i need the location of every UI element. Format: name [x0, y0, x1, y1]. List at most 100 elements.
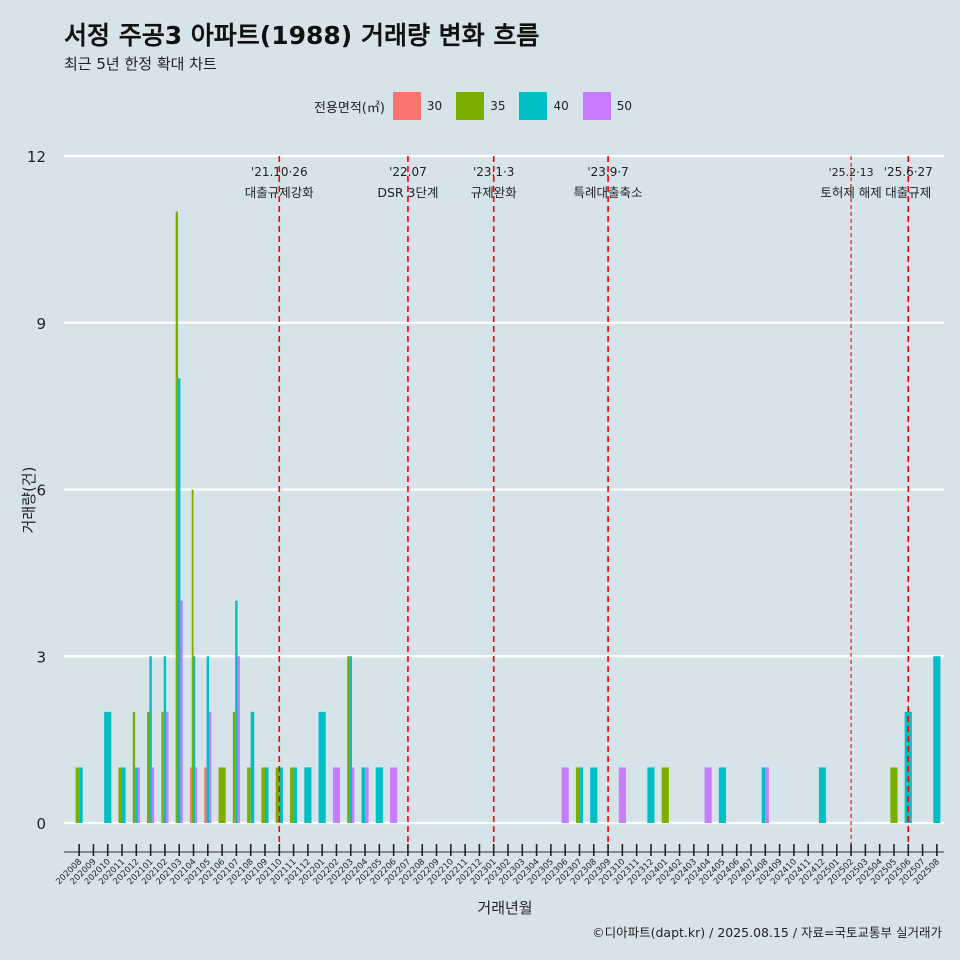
bar-40-202012	[135, 767, 138, 823]
bar-50-202107	[237, 656, 240, 823]
y-tick-label: 3	[36, 648, 46, 666]
bar-35-202108	[247, 767, 251, 823]
event-label-1: DSR 3단계	[377, 185, 438, 200]
bar-35-202505	[890, 767, 898, 823]
bar-40-202102	[163, 656, 167, 823]
y-axis-label: 거래량(건)	[20, 467, 38, 534]
event-date-0: '21.10·26	[251, 165, 308, 179]
bar-35-202110	[275, 767, 280, 823]
event-date-5: '25.6·27	[884, 165, 933, 179]
bar-30-202105	[204, 767, 207, 823]
bar-40-202405	[718, 767, 726, 823]
bar-50-202203	[351, 767, 355, 823]
bar-50-202202	[332, 767, 341, 823]
legend-key-50	[582, 92, 611, 120]
y-axis: 0 3 6 9 12	[27, 148, 46, 833]
source-caption: ©디아파트(dapt.kr) / 2025.08.15 / 자료=국토교통부 실…	[592, 925, 942, 940]
legend-label-50: 50	[616, 99, 633, 113]
bar-40-202203	[349, 656, 352, 823]
bar-40-202104	[193, 656, 196, 823]
bar-40-202205	[375, 767, 383, 823]
bar-40-202204	[361, 767, 366, 823]
bar-50-202012	[137, 767, 140, 823]
event-date-2: '23.1·3	[473, 165, 514, 179]
bar-50-202104	[195, 767, 198, 823]
bar-40-202111	[293, 767, 298, 823]
bar-50-202105	[208, 711, 212, 823]
event-date-4: '25.2·13	[829, 166, 874, 179]
bar-40-202103	[178, 378, 181, 823]
legend-key-30	[392, 92, 421, 120]
y-tick-label: 6	[36, 482, 46, 500]
bar-50-202206	[390, 767, 398, 823]
legend-item-35: 35	[456, 92, 505, 120]
bar-35-202203	[347, 656, 350, 823]
legend-item-40: 40	[519, 92, 569, 120]
bar-35-202104	[191, 489, 194, 823]
bar-50-202101	[151, 767, 155, 823]
legend-title: 전용면적(㎡)	[313, 100, 385, 116]
bar-40-202008	[79, 767, 83, 823]
bar-35-202401	[661, 767, 669, 823]
bar-50-202204	[365, 767, 369, 823]
bar-50-202103	[180, 600, 183, 823]
bar-35-202012	[132, 711, 136, 823]
bar-40-202011	[122, 767, 126, 823]
bar-40-202101	[149, 656, 152, 823]
bar-50-202408	[765, 767, 769, 823]
y-tick-label: 12	[27, 148, 46, 166]
bar-40-202108	[250, 711, 255, 823]
bar-35-202103	[175, 211, 179, 824]
bar-40-202408	[761, 767, 766, 823]
bar-40-202312	[647, 767, 655, 823]
bar-40-202307	[579, 767, 584, 823]
event-label-2: 규제완화	[471, 185, 518, 200]
bar-40-202109	[264, 767, 269, 823]
bar-50-202306	[561, 767, 569, 823]
bar-40-202107	[235, 600, 238, 823]
event-label-4: 토허제 해제	[820, 185, 881, 200]
legend-label-35: 35	[490, 99, 506, 113]
y-tick-label: 9	[36, 315, 46, 333]
event-label-0: 대출규제강화	[245, 185, 315, 200]
bar-35-202107	[232, 711, 236, 823]
event-lines: '21.10·26 대출규제강화 '22.07 DSR 3단계 '23.1·3 규제완화 '…	[245, 156, 933, 848]
bar-40-202105	[206, 656, 209, 823]
bar-35-202102	[161, 711, 164, 823]
bar-40-202412	[818, 767, 827, 823]
legend-key-35	[456, 92, 485, 120]
event-date-1: '22.07	[389, 165, 427, 179]
legend-label-40: 40	[553, 99, 569, 113]
bar-35-202111	[290, 767, 294, 823]
event-label-5: 대출규제	[885, 185, 931, 200]
x-axis: 2020082020092020102020112020122021012021…	[54, 844, 944, 887]
bar-50-202404	[704, 767, 712, 823]
bar-40-202308	[590, 767, 598, 823]
chart-title: 서정 주공3 아파트(1988) 거래량 변화 흐름	[64, 21, 540, 50]
bar-40-202508	[933, 656, 941, 823]
event-label-3: 특례대출축소	[574, 185, 643, 200]
grid-lines	[64, 154, 944, 825]
bar-40-202201	[318, 711, 326, 823]
legend-item-30: 30	[392, 92, 443, 120]
bars	[75, 211, 941, 824]
bar-40-202112	[304, 767, 312, 823]
legend-item-50: 50	[582, 92, 633, 120]
bar-35-202109	[261, 767, 265, 823]
bar-50-202102	[166, 711, 169, 823]
bar-35-202011	[118, 767, 123, 823]
legend: 전용면적(㎡) 30 35 40 50	[0, 92, 960, 120]
chart-subtitle: 최근 5년 한정 확대 차트	[64, 55, 217, 73]
bar-35-202101	[147, 711, 150, 823]
bar-35-202008	[75, 767, 80, 823]
x-axis-label: 거래년월	[477, 899, 532, 917]
bar-50-202310	[618, 767, 626, 823]
legend-key-40	[519, 92, 548, 120]
y-tick-label: 0	[36, 815, 46, 833]
bar-40-202110	[279, 767, 283, 823]
event-date-3: '23.9·7	[587, 165, 628, 179]
legend-label-30: 30	[426, 99, 443, 113]
bar-35-202307	[575, 767, 580, 823]
bar-40-202010	[104, 711, 112, 823]
